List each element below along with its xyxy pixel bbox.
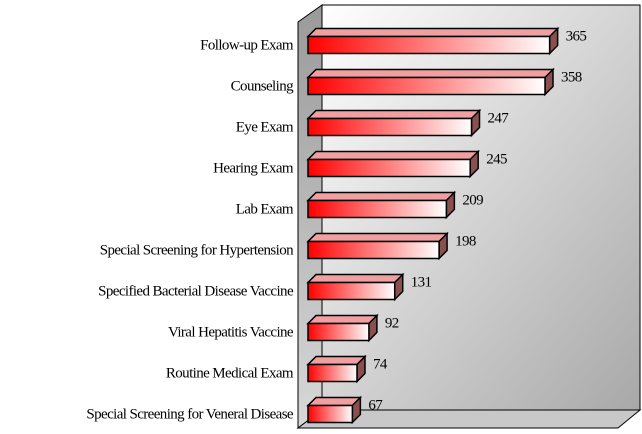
bar-top	[306, 232, 449, 243]
category-label: Eye Exam	[236, 119, 294, 135]
value-label: 92	[385, 315, 399, 331]
category-label: Hearing Exam	[213, 160, 294, 176]
value-label: 247	[488, 110, 510, 126]
bar-top	[306, 68, 555, 79]
bar-top	[306, 27, 560, 38]
bar-top	[306, 314, 379, 325]
bar-top	[306, 150, 481, 161]
value-label: 245	[486, 151, 507, 167]
bar	[307, 322, 370, 342]
bar-top	[306, 273, 405, 284]
category-label: Special Screening for Veneral Disease	[86, 406, 294, 422]
category-label: Special Screening for Hypertension	[100, 242, 294, 258]
bar-top	[306, 191, 457, 202]
bar	[307, 240, 440, 260]
bar	[307, 76, 546, 96]
category-label: Routine Medical Exam	[166, 365, 294, 381]
value-label: 365	[566, 28, 587, 44]
value-label: 67	[368, 397, 383, 413]
bar	[307, 363, 358, 383]
value-label: 198	[455, 233, 476, 249]
bar	[307, 35, 551, 55]
bar	[307, 117, 473, 137]
value-label: 74	[373, 356, 388, 372]
bar	[307, 199, 448, 219]
category-label: Counseling	[231, 78, 294, 94]
category-label: Specified Bacterial Disease Vaccine	[98, 283, 294, 299]
bar	[307, 404, 354, 424]
bar-top	[306, 109, 482, 120]
bar-top	[306, 355, 367, 366]
value-label: 209	[462, 192, 483, 208]
category-label: Lab Exam	[236, 201, 294, 217]
value-label: 131	[411, 274, 432, 290]
category-label: Follow-up Exam	[200, 37, 294, 53]
value-label: 358	[561, 69, 582, 85]
bar	[307, 281, 396, 301]
bar	[307, 158, 471, 178]
category-label: Viral Hepatitis Vaccine	[168, 324, 294, 340]
